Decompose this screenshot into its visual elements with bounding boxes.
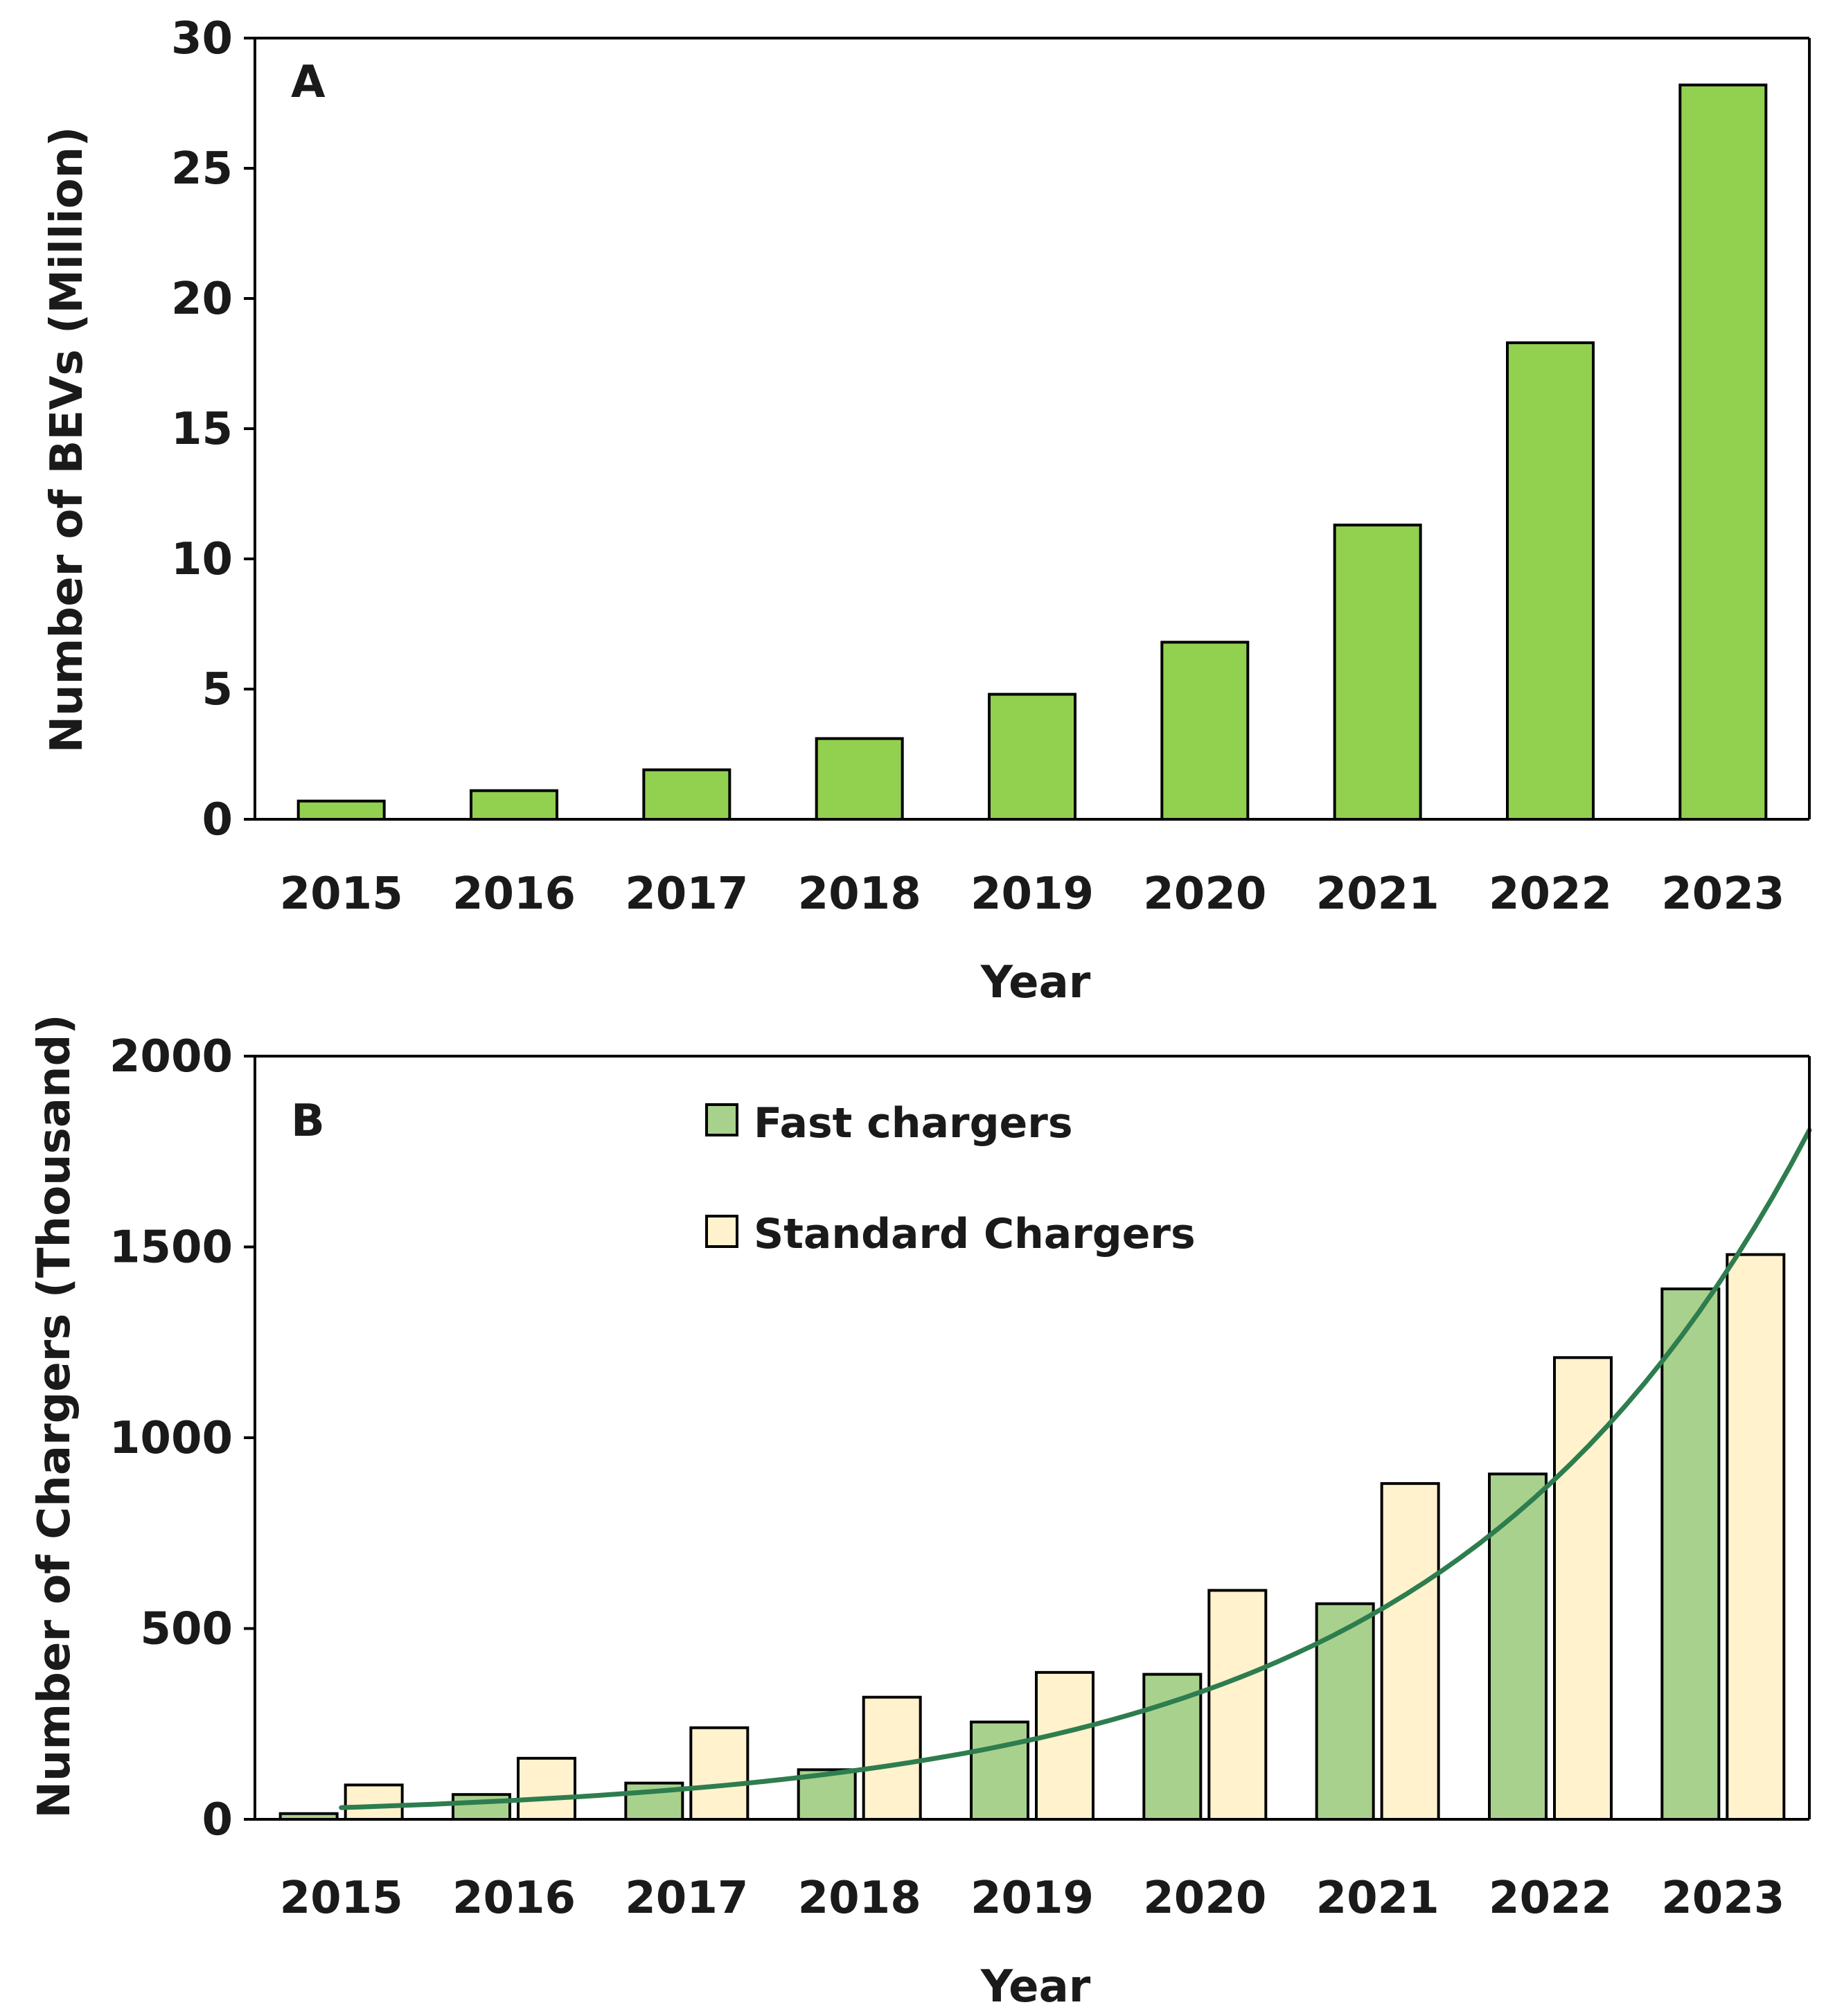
x-tick-label-2018: 2018 — [798, 868, 921, 920]
bar-a-2022 — [1506, 341, 1595, 821]
x-tick-label-2020: 2020 — [1143, 1873, 1266, 1924]
x-tick-label-2016: 2016 — [452, 1873, 576, 1924]
bar-a-2017 — [642, 768, 732, 821]
x-tick-label-2021: 2021 — [1316, 1873, 1439, 1924]
bar-b-standard-chargers-2016 — [517, 1756, 576, 1821]
bar-b-fast-chargers-2019 — [970, 1720, 1029, 1821]
legend-swatch-standard-chargers — [705, 1215, 738, 1248]
bar-a-2020 — [1160, 641, 1250, 821]
y-tick-label-0: 0 — [202, 1794, 233, 1846]
y-tick-label-15: 15 — [171, 404, 233, 455]
bar-b-standard-chargers-2017 — [689, 1726, 750, 1821]
x-tick-label-2018: 2018 — [798, 1873, 921, 1924]
bar-b-standard-chargers-2021 — [1380, 1482, 1440, 1821]
bar-a-2019 — [988, 693, 1076, 821]
y-tick-label-1000: 1000 — [109, 1413, 233, 1464]
chart-b-x-axis-title: Year — [980, 1961, 1091, 2013]
x-tick-label-2020: 2020 — [1143, 868, 1266, 920]
y-tick-label-10: 10 — [171, 534, 233, 585]
y-tick-label-20: 20 — [171, 274, 233, 325]
chart-b-y-tick-labels: 0 500 1000 1500 2000 — [109, 1031, 255, 1846]
x-tick-label-2015: 2015 — [280, 868, 403, 920]
bar-b-standard-chargers-2020 — [1207, 1589, 1268, 1821]
bar-a-2015 — [296, 799, 386, 821]
chart-a-y-tick-labels: 0 5 10 15 20 25 30 — [171, 13, 255, 846]
bar-a-2018 — [815, 737, 904, 821]
bar-b-standard-chargers-2015 — [344, 1783, 404, 1821]
x-tick-label-2017: 2017 — [625, 868, 748, 920]
bar-b-fast-chargers-2016 — [452, 1793, 511, 1821]
x-tick-label-2021: 2021 — [1316, 868, 1439, 920]
x-tick-label-2023: 2023 — [1661, 868, 1784, 920]
chart-a-x-axis-title: Year — [980, 957, 1091, 1008]
bar-b-fast-chargers-2022 — [1488, 1472, 1548, 1821]
chart-a-y-axis-title: Number of BEVs (Million) — [42, 127, 93, 753]
bar-b-standard-chargers-2023 — [1726, 1253, 1786, 1821]
y-tick-label-0: 0 — [202, 794, 233, 846]
chart-b-legend: Fast chargers Standard Chargers — [705, 1099, 1196, 1258]
x-tick-label-2022: 2022 — [1489, 868, 1612, 920]
y-tick-label-30: 30 — [171, 13, 233, 64]
x-tick-label-2016: 2016 — [452, 868, 576, 920]
y-tick-label-5: 5 — [202, 664, 233, 715]
chart-b-y-axis-title: Number of Chargers (Thousand) — [29, 1014, 80, 1818]
bar-a-2016 — [470, 789, 558, 821]
bar-b-fast-chargers-2021 — [1315, 1602, 1375, 1821]
y-tick-label-2000: 2000 — [109, 1031, 233, 1082]
x-tick-label-2019: 2019 — [970, 1873, 1094, 1924]
y-tick-label-500: 500 — [140, 1604, 233, 1655]
bar-b-standard-chargers-2019 — [1035, 1670, 1094, 1821]
x-tick-label-2023: 2023 — [1661, 1873, 1784, 1924]
bar-a-2021 — [1333, 524, 1422, 821]
bar-b-fast-chargers-2023 — [1660, 1287, 1721, 1821]
trendline-fast-chargers — [339, 1127, 1812, 1810]
chart-a-bars — [296, 83, 1768, 821]
bar-b-fast-chargers-2020 — [1142, 1672, 1203, 1821]
chart-b-bars — [278, 1253, 1786, 1821]
chart-a-x-tick-labels: 2015 2016 2017 2018 2019 2020 2021 2022 2023 — [280, 868, 1785, 920]
panel-label-b: B — [291, 1096, 325, 1147]
bar-b-standard-chargers-2018 — [862, 1695, 922, 1821]
legend-label-standard-chargers: Standard Chargers — [754, 1210, 1196, 1258]
legend-swatch-fast-chargers — [705, 1103, 738, 1136]
x-tick-label-2022: 2022 — [1489, 1873, 1612, 1924]
x-tick-label-2017: 2017 — [625, 1873, 748, 1924]
panel-label-a: A — [291, 57, 326, 108]
y-tick-label-1500: 1500 — [109, 1222, 233, 1274]
chart-b-x-tick-labels: 2015 2016 2017 2018 2019 2020 2021 2022 2023 — [280, 1873, 1785, 1924]
y-tick-label-25: 25 — [171, 143, 233, 195]
bar-a-2023 — [1678, 83, 1768, 821]
chart-b-trendline — [339, 1127, 1812, 1810]
x-tick-label-2015: 2015 — [280, 1873, 403, 1924]
legend-label-fast-chargers: Fast chargers — [754, 1099, 1073, 1148]
bar-b-standard-chargers-2022 — [1553, 1356, 1613, 1821]
x-tick-label-2019: 2019 — [970, 868, 1094, 920]
